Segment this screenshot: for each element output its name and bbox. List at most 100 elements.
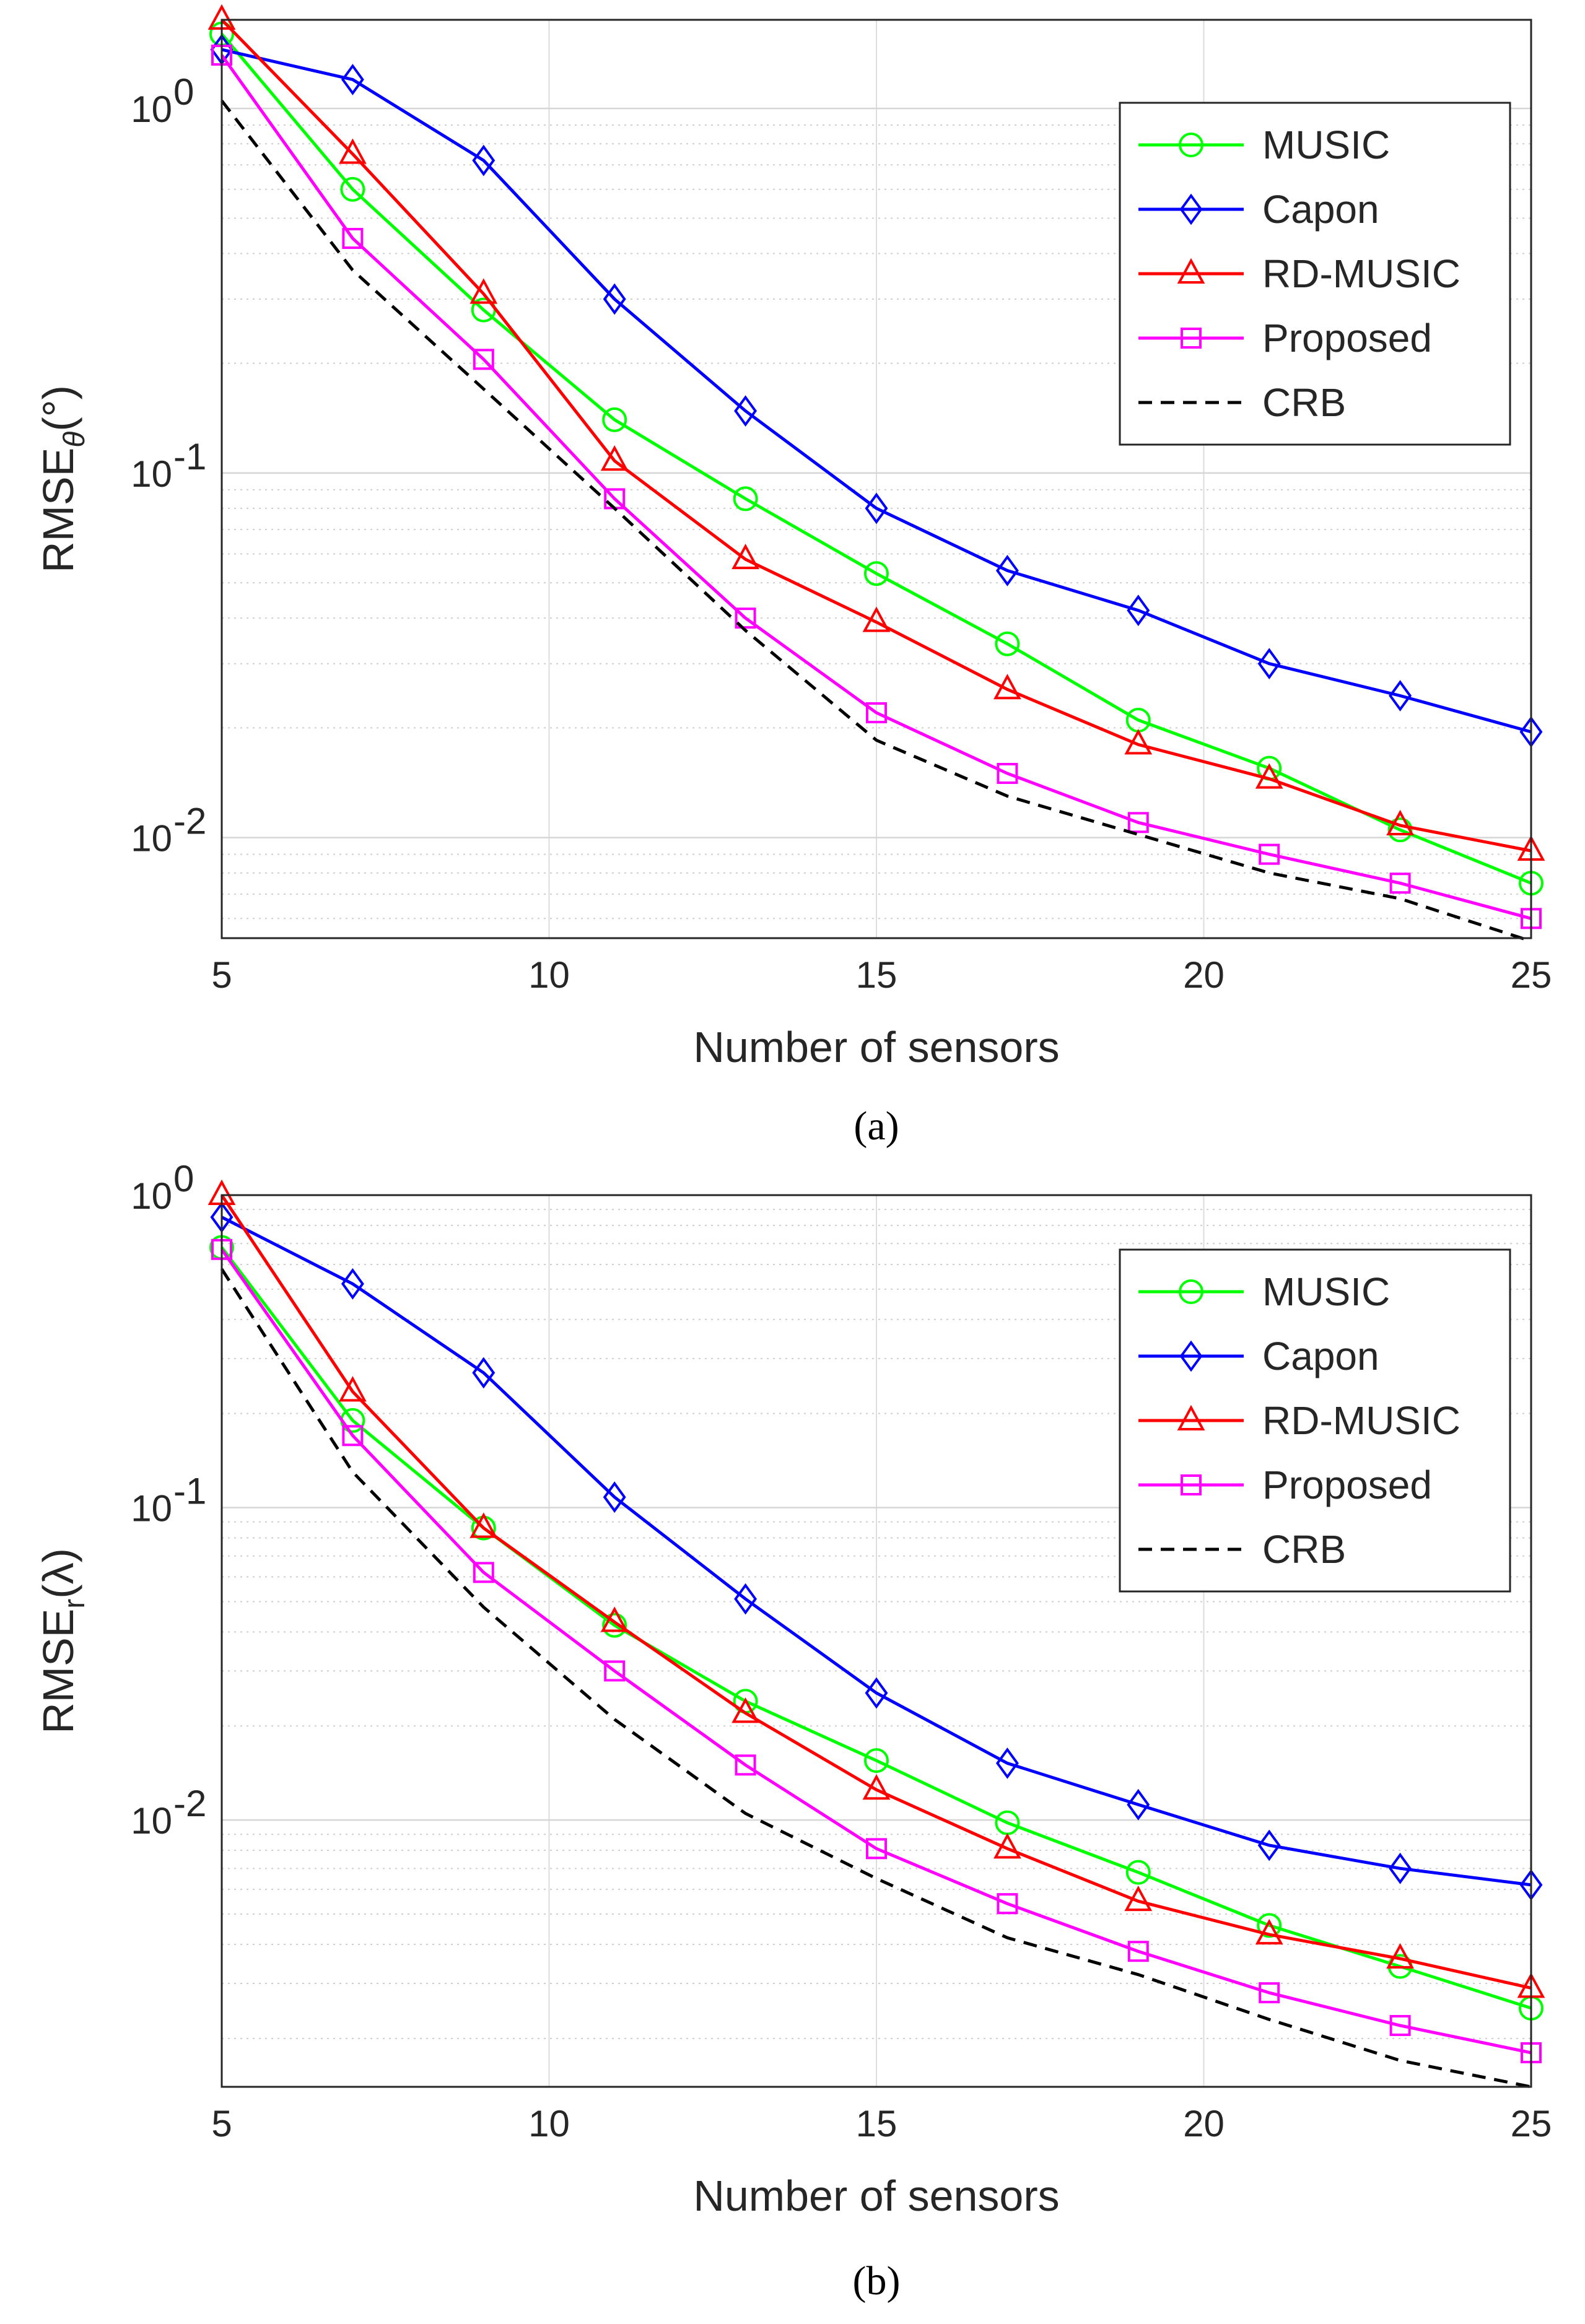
legend-label: Proposed	[1262, 316, 1432, 360]
data-point-music	[1125, 1860, 1151, 1885]
series-line-music	[221, 1246, 1532, 2010]
axes-frame	[221, 19, 1532, 939]
x-tick-label: 20	[1183, 954, 1225, 996]
data-point-music	[602, 1612, 627, 1638]
data-point-rd-music	[600, 1606, 629, 1632]
data-point-proposed	[473, 349, 494, 370]
axes-frame	[221, 1194, 1532, 2088]
legend: MUSIC Capon RD-MUSIC Proposed CRB	[1119, 1248, 1511, 1593]
data-point-proposed	[1259, 843, 1280, 865]
x-tick-label: 25	[1511, 954, 1552, 996]
data-point-capon	[1127, 1788, 1150, 1821]
x-tick-label: 25	[1511, 2103, 1552, 2144]
data-point-proposed	[735, 607, 756, 629]
data-point-proposed	[342, 228, 364, 250]
legend-marker	[1179, 133, 1203, 157]
data-point-proposed	[342, 1425, 364, 1447]
legend-label: Capon	[1262, 1334, 1379, 1378]
series-line-capon	[221, 48, 1532, 734]
series-line-rd-music	[220, 1194, 1532, 1990]
y-axis-label: RMSEr(λ)	[34, 1548, 91, 1734]
x-tick-label: 10	[528, 954, 570, 996]
legend-marker	[1177, 258, 1205, 284]
y-tick-label: 10	[131, 818, 172, 860]
data-point-rd-music	[862, 1774, 891, 1800]
data-point-proposed	[735, 1754, 756, 1776]
data-point-proposed	[1389, 873, 1411, 894]
data-point-capon	[1257, 1829, 1281, 1861]
legend-marker	[1179, 1279, 1203, 1304]
y-tick-base: 10	[131, 1175, 172, 1217]
data-point-music	[1257, 1913, 1282, 1938]
y-tick-label: 10	[131, 1800, 172, 1842]
legend-label: RD-MUSIC	[1262, 251, 1461, 296]
data-point-rd-music	[339, 138, 367, 164]
data-point-music	[340, 176, 365, 202]
data-point-music	[733, 486, 758, 511]
y-tick-exponent: -2	[173, 1783, 206, 1824]
y-tick-label: 10	[131, 89, 172, 130]
y-tick-base: 10	[131, 89, 172, 130]
data-point-music	[1387, 817, 1413, 843]
data-point-proposed	[866, 702, 887, 724]
legend-label: MUSIC	[1262, 1269, 1390, 1314]
data-point-music	[864, 561, 889, 586]
y-tick-base: 10	[131, 1800, 172, 1842]
legend-label: CRB	[1262, 1527, 1346, 1572]
legend-marker	[1181, 1474, 1202, 1495]
y-tick-base: 10	[131, 818, 172, 860]
data-point-rd-music	[731, 1697, 759, 1723]
data-point-capon	[995, 1747, 1019, 1779]
series-line-crb	[221, 100, 1532, 943]
y-tick-label: 10	[131, 1488, 172, 1530]
data-point-rd-music	[469, 278, 498, 304]
data-point-rd-music	[862, 606, 891, 632]
data-point-proposed	[1127, 1941, 1149, 1962]
legend-label: Capon	[1262, 187, 1379, 232]
y-axis-label-unit: (λ)	[34, 1548, 82, 1599]
y-tick-exponent: -1	[173, 1471, 206, 1512]
data-point-rd-music	[1386, 809, 1414, 835]
data-point-capon	[865, 1677, 888, 1709]
data-point-rd-music	[339, 1376, 367, 1402]
x-tick-label: 15	[856, 954, 897, 996]
series-line-music	[221, 33, 1532, 885]
data-series	[207, 1179, 1545, 2089]
data-point-capon	[865, 492, 888, 524]
data-point-rd-music	[993, 674, 1021, 700]
series-line-crb	[220, 1268, 1532, 2089]
data-point-capon	[1127, 594, 1150, 627]
data-point-capon	[1389, 680, 1412, 712]
data-point-proposed	[473, 1562, 494, 1583]
legend-marker	[1181, 328, 1202, 349]
data-point-proposed	[997, 762, 1018, 784]
data-series	[207, 4, 1545, 943]
x-tick-label: 20	[1183, 2103, 1225, 2144]
data-point-capon	[1257, 648, 1281, 680]
x-tick-label: 5	[211, 2103, 232, 2144]
y-tick-base: 10	[131, 453, 172, 495]
y-axis-label-unit: (°)	[34, 385, 82, 432]
data-point-capon	[603, 1481, 626, 1513]
legend: MUSIC Capon RD-MUSIC Proposed CRB	[1119, 102, 1511, 446]
data-point-capon	[341, 64, 364, 95]
y-axis-label-subscript: θ	[58, 432, 91, 448]
series-line-rd-music	[221, 19, 1532, 853]
y-axis-label: RMSEθ(°)	[34, 385, 91, 573]
data-point-rd-music	[600, 445, 629, 471]
x-tick-label: 5	[211, 954, 232, 996]
data-point-proposed	[1389, 2014, 1411, 2036]
y-tick-label: 10	[131, 1175, 172, 1217]
y-tick-exponent: -2	[173, 801, 206, 842]
y-tick-exponent: -1	[173, 436, 206, 477]
legend-label: CRB	[1262, 380, 1346, 425]
data-point-capon	[472, 144, 496, 176]
data-point-proposed	[1127, 812, 1149, 833]
data-point-music	[995, 631, 1020, 656]
data-point-capon	[1389, 1852, 1412, 1884]
y-tick-exponent: 0	[173, 1158, 194, 1199]
series-line-capon	[221, 1216, 1532, 1887]
